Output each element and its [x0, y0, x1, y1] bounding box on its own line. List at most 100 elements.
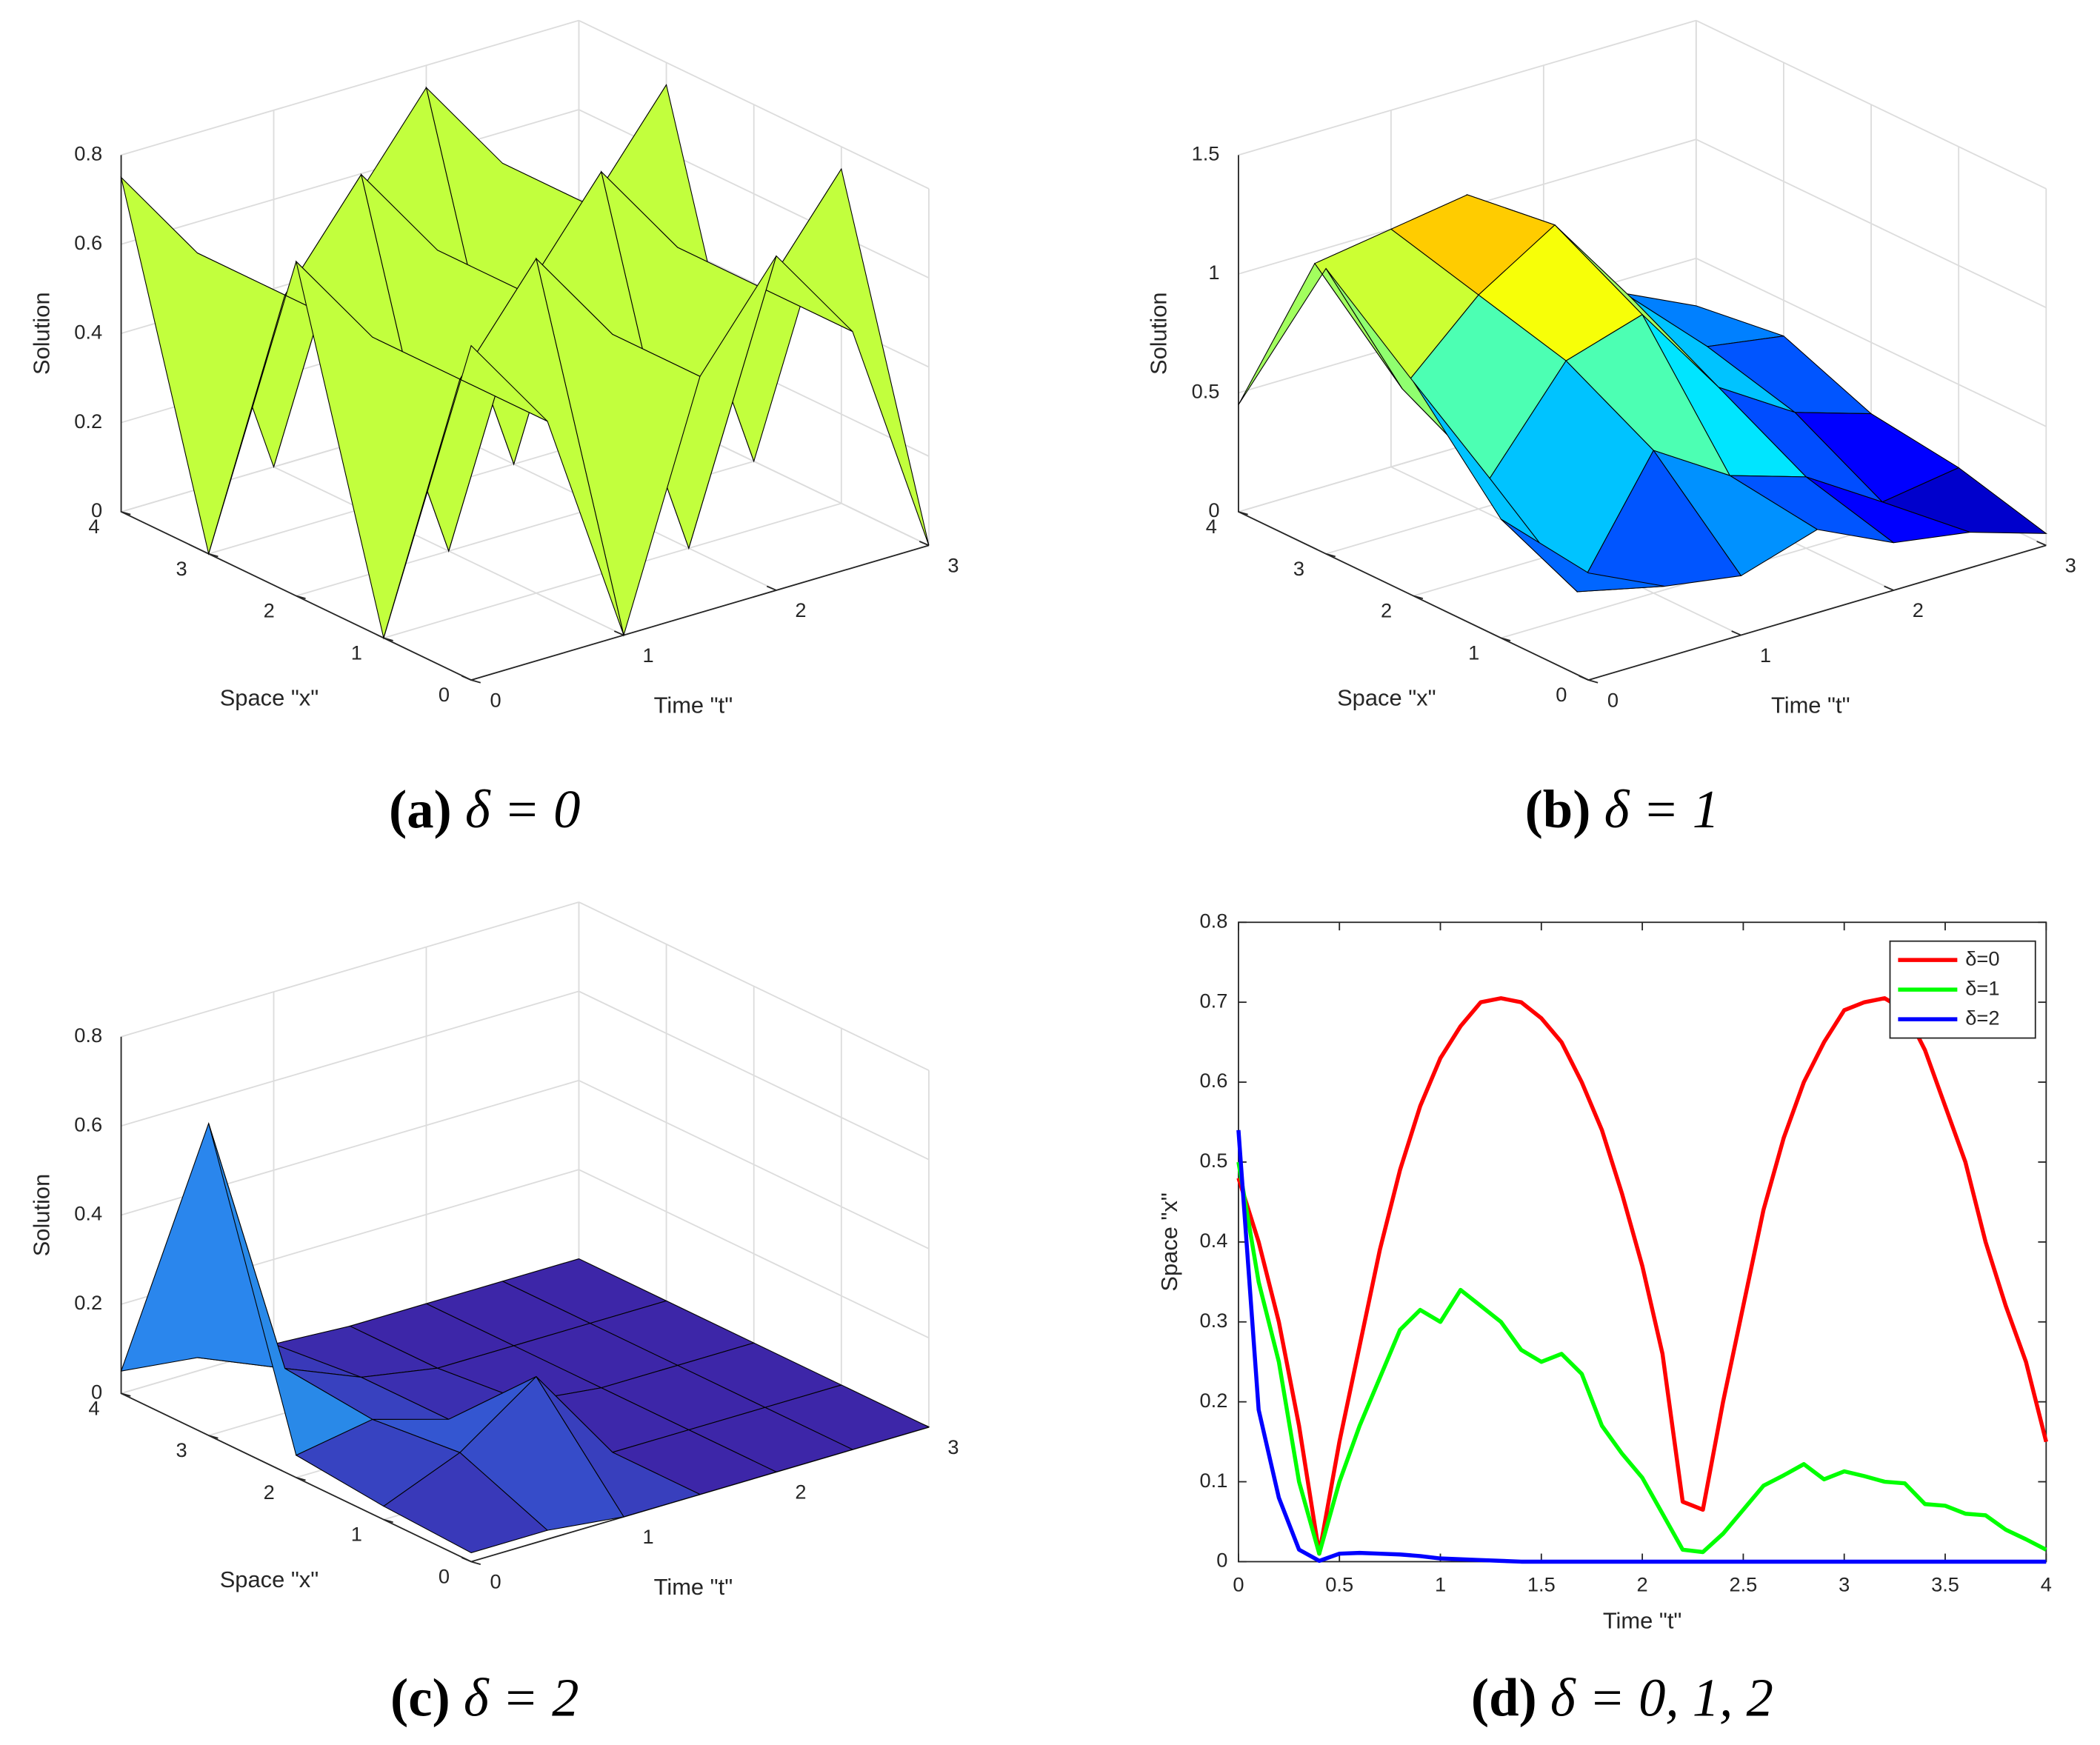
y-tick-label: 0.6 — [1199, 1069, 1227, 1092]
tick-mark — [1325, 553, 1336, 558]
z-tick-label: 1 — [1208, 261, 1219, 284]
grid-line — [579, 1079, 930, 1249]
y-tick-label: 0.1 — [1199, 1469, 1227, 1492]
x-tick-label: 0 — [490, 688, 501, 711]
y-axis-label: Space "x" — [220, 1567, 319, 1592]
y-tick-label: 4 — [88, 1396, 99, 1419]
x-tick-label: 3 — [1839, 1572, 1850, 1595]
grid-line — [121, 19, 579, 156]
legend-label: δ=1 — [1965, 976, 1999, 999]
x-tick-label: 2 — [795, 1481, 806, 1504]
y-tick-label: 0 — [1556, 683, 1567, 706]
z-tick-label: 0.2 — [74, 410, 102, 433]
x-tick-label: 3 — [947, 1435, 959, 1458]
tick-mark — [1238, 511, 1248, 516]
caption-label: (c) — [390, 1667, 450, 1727]
caption-text: δ = 0, 1, 2 — [1550, 1667, 1773, 1727]
tick-mark — [296, 595, 306, 600]
x-tick-label: 3 — [947, 554, 959, 577]
z-tick-label: 1.5 — [1192, 142, 1220, 165]
x-tick-label: 1 — [642, 1525, 653, 1548]
y-tick-label: 2 — [264, 599, 275, 622]
z-tick-label: 0.8 — [74, 1024, 102, 1047]
x-tick-label: 3 — [2065, 554, 2076, 577]
legend-label: δ=0 — [1965, 947, 1999, 970]
grid-line — [121, 109, 579, 245]
tick-mark — [1588, 679, 1599, 684]
caption-label: (a) — [389, 779, 452, 839]
z-tick-label: 0.6 — [74, 1112, 102, 1135]
x-tick-label: 0 — [1233, 1572, 1244, 1595]
axis-line — [120, 155, 930, 681]
tick-mark — [383, 1518, 393, 1524]
surface-patch — [764, 167, 930, 546]
tick-mark — [766, 585, 777, 591]
z-tick-label: 0.6 — [74, 231, 102, 254]
surface-patch — [1500, 518, 1665, 593]
tick-mark — [613, 630, 624, 636]
tick-mark — [461, 675, 472, 681]
grid-line — [121, 901, 579, 1038]
z-tick-label: 0.4 — [74, 1202, 102, 1225]
y-tick-label: 0.2 — [1199, 1389, 1227, 1412]
z-axis-label: Solution — [28, 1174, 54, 1257]
x-axis-label: Time "t" — [1771, 693, 1850, 718]
caption-text: δ = 2 — [464, 1667, 579, 1727]
surface-patch — [383, 344, 548, 638]
caption: (b) δ = 1 — [1525, 779, 1720, 839]
caption-text: δ = 1 — [1604, 779, 1720, 839]
surface-patch — [120, 176, 286, 555]
y-tick-label: 4 — [1206, 515, 1217, 538]
tick-mark — [470, 679, 481, 684]
z-tick-label: 0 — [1208, 498, 1219, 521]
x-tick-label: 0 — [1607, 688, 1619, 711]
caption: (d) δ = 0, 1, 2 — [1471, 1667, 1773, 1727]
caption: (c) δ = 2 — [390, 1667, 579, 1727]
surface-patch — [120, 1121, 286, 1372]
y-tick-label: 3 — [176, 557, 187, 580]
z-axis-label: Solution — [28, 292, 54, 375]
z-tick-label: 0.2 — [74, 1291, 102, 1314]
x-tick-label: 0 — [490, 1570, 501, 1593]
y-tick-label: 0.7 — [1199, 989, 1227, 1012]
x-axis-label: Time "t" — [654, 1574, 733, 1600]
caption-label: (d) — [1471, 1667, 1537, 1727]
tick-mark — [121, 1392, 131, 1397]
tick-mark — [1579, 675, 1589, 681]
y-tick-label: 3 — [176, 1438, 187, 1461]
y-tick-label: 4 — [88, 515, 99, 538]
y-tick-label: 1 — [351, 1523, 362, 1546]
y-tick-label: 0 — [439, 1564, 450, 1587]
x-tick-label: 1 — [642, 644, 653, 667]
grid-line — [1696, 19, 2047, 190]
line-series — [1236, 1130, 2047, 1564]
y-axis-label: Space "x" — [220, 685, 319, 711]
x-tick-label: 1 — [1435, 1572, 1446, 1595]
y-tick-label: 0.5 — [1199, 1149, 1227, 1172]
tick-mark — [296, 1477, 306, 1481]
x-tick-label: 2.5 — [1729, 1572, 1757, 1595]
y-tick-label: 0.4 — [1199, 1229, 1227, 1252]
tick-mark — [470, 1561, 481, 1565]
grid-line — [579, 901, 930, 1071]
tick-mark — [121, 511, 131, 516]
y-tick-label: 0.8 — [1199, 909, 1227, 932]
x-tick-label: 1 — [1760, 644, 1771, 667]
tick-mark — [1413, 595, 1424, 600]
tick-mark — [1884, 585, 1894, 591]
legend-label: δ=2 — [1965, 1006, 1999, 1029]
grid-line — [579, 990, 930, 1161]
x-axis-label: Time "t" — [1603, 1607, 1682, 1633]
x-tick-label: 3.5 — [1931, 1572, 1959, 1595]
tick-mark — [208, 553, 219, 558]
grid-line — [579, 19, 930, 190]
y-tick-label: 0.3 — [1199, 1309, 1227, 1332]
z-tick-label: 0.5 — [1192, 380, 1220, 403]
x-tick-label: 0.5 — [1325, 1572, 1353, 1595]
x-tick-label: 2 — [795, 598, 806, 621]
y-tick-label: 0 — [1216, 1549, 1227, 1572]
y-tick-label: 0 — [439, 683, 450, 706]
tick-mark — [1501, 637, 1511, 641]
x-axis-label: Time "t" — [654, 693, 733, 718]
